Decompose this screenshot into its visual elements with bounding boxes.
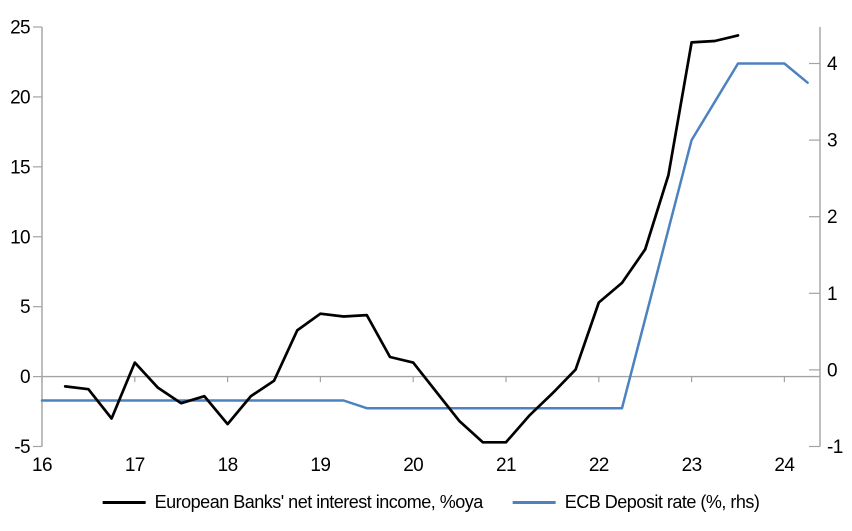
- left-axis-tick-label: 10: [10, 227, 30, 248]
- legend: European Banks' net interest income, %oy…: [102, 492, 760, 513]
- nii-line: [63, 34, 740, 444]
- right-axis-tick-label: 3: [827, 131, 837, 152]
- right-axis-tick-label: 4: [827, 54, 838, 75]
- x-axis-tick-label: 17: [125, 455, 145, 476]
- deposit-rate-legend-label: ECB Deposit rate (%, rhs): [564, 492, 760, 512]
- x-axis-tick-label: 19: [310, 455, 330, 476]
- right-axis-tick-label: 1: [827, 284, 837, 305]
- x-axis-tick-label: 21: [496, 455, 516, 476]
- nii-legend-label: European Banks' net interest income, %oy…: [154, 492, 484, 512]
- right-axis-tick-label: -1: [827, 437, 843, 458]
- x-axis-tick-label: 24: [774, 455, 795, 476]
- legend-item-deposit-rate: ECB Deposit rate (%, rhs): [512, 492, 760, 513]
- deposit-rate-line: [40, 62, 809, 410]
- left-axis-tick-label: 15: [10, 157, 30, 178]
- nii-line-swatch: [102, 501, 146, 504]
- x-axis-tick-label: 20: [403, 455, 423, 476]
- x-axis-tick-label: 16: [32, 455, 52, 476]
- x-axis-tick-label: 18: [218, 455, 238, 476]
- left-axis-tick-label: 0: [20, 367, 30, 388]
- right-axis-tick-label: 2: [827, 207, 837, 228]
- deposit-rate-swatch: [512, 501, 556, 504]
- right-axis-tick-label: 0: [827, 360, 837, 381]
- x-axis-tick-label: 22: [589, 455, 609, 476]
- x-axis-tick-label: 23: [682, 455, 702, 476]
- left-axis-tick-label: 25: [10, 18, 30, 39]
- left-axis-tick-label: 5: [20, 297, 30, 318]
- left-axis-tick-label: -5: [14, 437, 30, 458]
- left-axis-tick-label: 20: [10, 87, 30, 108]
- legend-item-nii: European Banks' net interest income, %oy…: [102, 492, 484, 513]
